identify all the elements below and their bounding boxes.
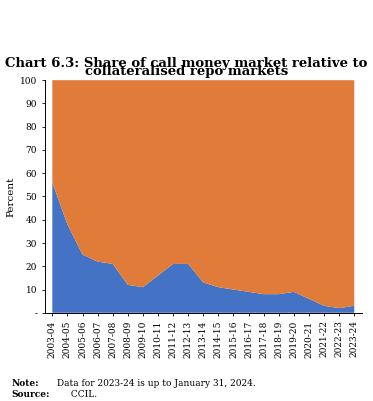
Y-axis label: Percent: Percent: [7, 176, 16, 217]
Text: CCIL.: CCIL.: [68, 390, 97, 399]
Text: Note:: Note:: [11, 379, 39, 388]
Text: Data for 2023-24 is up to January 31, 2024.: Data for 2023-24 is up to January 31, 20…: [54, 379, 256, 388]
Text: Source:: Source:: [11, 390, 50, 399]
Text: Chart 6.3: Share of call money market relative to: Chart 6.3: Share of call money market re…: [5, 57, 368, 70]
Text: collateralised repo markets: collateralised repo markets: [85, 65, 288, 78]
